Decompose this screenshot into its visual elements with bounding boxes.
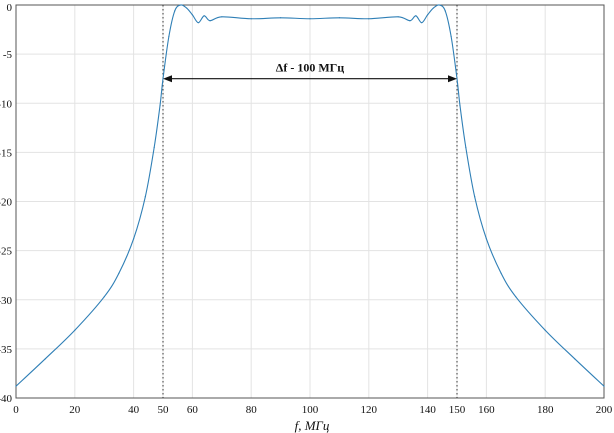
y-tick-label: -10 <box>0 98 12 110</box>
data-point <box>209 20 211 22</box>
bandwidth-arrow-right-head <box>448 75 457 83</box>
data-point <box>197 22 199 24</box>
data-point <box>180 4 182 6</box>
data-point <box>444 10 446 12</box>
y-tick-label: -5 <box>3 49 13 61</box>
marker-layer <box>162 5 458 398</box>
data-point <box>74 329 76 331</box>
y-tick-label: -30 <box>0 295 12 307</box>
bandwidth-arrow-left-head <box>163 75 172 83</box>
data-point <box>500 272 502 274</box>
data-point <box>338 17 340 19</box>
data-point <box>450 35 452 38</box>
y-tick-label: -20 <box>0 197 12 209</box>
data-point <box>432 7 435 9</box>
annotation-layer: Δf - 100 МГц <box>163 61 457 83</box>
y-tick-label: -35 <box>0 344 12 356</box>
y-tick-labels: 0 -5 -10 -15 -20 -25 -30 -35 -40 <box>0 2 13 405</box>
data-point <box>221 16 223 18</box>
x-tick-label: 200 <box>596 404 613 416</box>
data-point <box>544 329 546 331</box>
data-point <box>421 22 423 24</box>
x-axis-label: f, МГц <box>295 418 330 433</box>
x-tick-label: 140 <box>419 404 436 416</box>
plot-frame <box>15 4 605 399</box>
data-point <box>465 146 467 149</box>
x-tick-label: 0 <box>13 404 19 416</box>
y-tick-label: -25 <box>0 246 12 258</box>
x-tick-label: 180 <box>537 404 554 416</box>
x-tick-labels: 0 20 40 50 60 80 100 120 140 150 160 180 200 <box>13 404 613 416</box>
x-tick-label: 80 <box>246 404 258 416</box>
x-tick-label: 60 <box>187 404 199 416</box>
x-tick-label: 40 <box>128 404 140 416</box>
data-point <box>603 385 605 387</box>
data-point <box>280 17 282 19</box>
x-tick-label: 150 <box>449 404 466 416</box>
data-point <box>474 195 476 198</box>
data-point <box>159 104 161 106</box>
data-point <box>309 18 311 20</box>
data-point <box>427 14 429 16</box>
data-point <box>415 15 417 17</box>
data-point <box>103 296 105 298</box>
data-point <box>485 238 487 240</box>
data-point <box>459 104 461 106</box>
data-point <box>118 272 120 274</box>
y-tick-label: -15 <box>0 147 12 159</box>
x-tick-label: 20 <box>69 404 81 416</box>
data-point <box>144 195 146 198</box>
data-point <box>153 146 155 149</box>
x-tick-label: 160 <box>478 404 495 416</box>
x-tick-label: 50 <box>158 404 170 416</box>
bandwidth-annotation-label: Δf - 100 МГц <box>276 61 344 75</box>
data-point <box>438 4 440 6</box>
data-point <box>191 14 193 16</box>
data-point <box>174 10 176 12</box>
data-point <box>15 385 17 387</box>
x-tick-label: 120 <box>361 404 378 416</box>
data-point <box>397 16 399 18</box>
series-layer <box>15 4 605 387</box>
data-point <box>44 358 47 360</box>
data-point <box>368 18 370 20</box>
data-point <box>250 18 252 20</box>
data-point <box>133 238 135 240</box>
data-point <box>185 7 188 9</box>
y-tick-label: -40 <box>0 393 12 405</box>
data-point <box>574 358 576 360</box>
data-point <box>168 35 170 38</box>
y-tick-label: 0 <box>7 2 13 14</box>
data-point <box>409 20 411 22</box>
x-tick-label: 100 <box>302 404 319 416</box>
data-point <box>515 296 517 298</box>
data-point <box>203 15 205 17</box>
